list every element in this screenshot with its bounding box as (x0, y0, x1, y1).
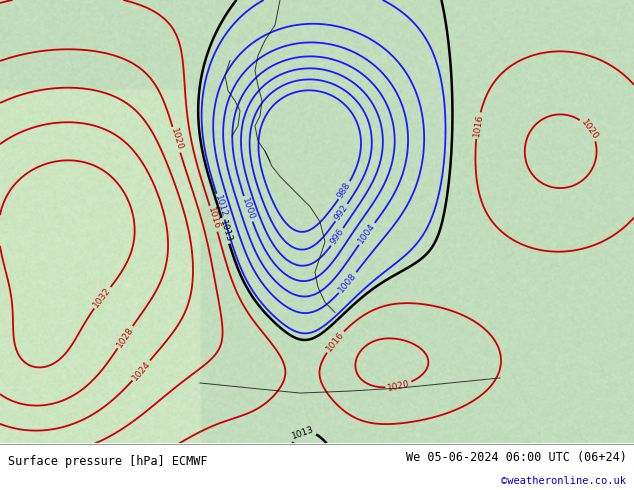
Text: 988: 988 (336, 181, 353, 200)
Text: 1012: 1012 (213, 195, 228, 219)
Text: 1020: 1020 (169, 127, 184, 152)
Text: 1016: 1016 (206, 206, 221, 231)
Text: 1020: 1020 (579, 118, 600, 141)
Text: 1020: 1020 (387, 379, 411, 392)
Text: 1013: 1013 (217, 219, 233, 243)
Text: 1016: 1016 (324, 330, 346, 353)
Text: 1013: 1013 (291, 425, 316, 441)
Text: Surface pressure [hPa] ECMWF: Surface pressure [hPa] ECMWF (8, 455, 207, 467)
Text: 996: 996 (328, 227, 346, 246)
Text: 992: 992 (333, 203, 350, 222)
Text: 1008: 1008 (337, 271, 359, 294)
Text: 1000: 1000 (240, 196, 256, 221)
Text: 1004: 1004 (356, 222, 377, 245)
Text: 1016: 1016 (472, 114, 484, 138)
Text: 1032: 1032 (92, 286, 113, 310)
Text: 1028: 1028 (115, 325, 135, 349)
Text: We 05-06-2024 06:00 UTC (06+24): We 05-06-2024 06:00 UTC (06+24) (406, 451, 626, 464)
Text: ©weatheronline.co.uk: ©weatheronline.co.uk (501, 476, 626, 486)
Text: 1024: 1024 (131, 359, 152, 382)
